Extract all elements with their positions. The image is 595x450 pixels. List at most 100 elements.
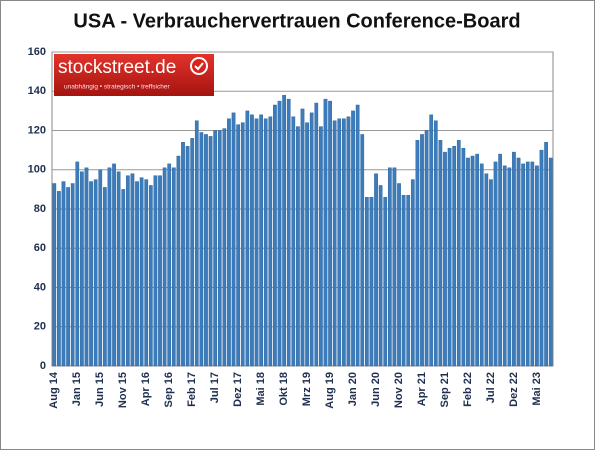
bar — [158, 175, 162, 367]
x-tick-label: Aug 14 — [48, 371, 60, 409]
bar — [493, 161, 498, 367]
bar — [148, 185, 153, 367]
bar — [286, 98, 291, 367]
bar — [277, 100, 282, 367]
bar — [268, 116, 273, 367]
x-tick-label: Jun 20 — [370, 372, 382, 407]
bar — [342, 118, 346, 367]
bar — [185, 145, 190, 367]
x-tick-label: Okt 18 — [278, 372, 290, 406]
bar — [319, 126, 323, 367]
bar — [392, 167, 397, 367]
bar — [530, 161, 535, 367]
y-tick-label: 40 — [34, 281, 46, 293]
bar — [70, 183, 75, 367]
bar — [227, 118, 231, 367]
bar — [217, 130, 222, 367]
bar — [52, 183, 57, 367]
bar — [250, 114, 254, 367]
bar — [135, 181, 139, 367]
bar — [507, 167, 512, 367]
bar — [121, 189, 126, 367]
bar — [512, 151, 516, 367]
bar — [130, 173, 135, 367]
bar — [433, 120, 438, 367]
bar — [415, 140, 420, 367]
y-tick-label: 140 — [28, 85, 46, 97]
x-tick-label: Nov 15 — [117, 372, 129, 408]
logo-icon — [192, 59, 206, 73]
bar — [406, 195, 411, 367]
bar — [305, 122, 309, 367]
logo-name: stockstreet.de — [58, 57, 176, 78]
bar — [544, 142, 548, 367]
bar — [548, 157, 553, 367]
bar — [479, 163, 484, 367]
bar — [125, 175, 130, 367]
bar — [498, 153, 502, 367]
bar — [314, 102, 319, 367]
bar — [300, 108, 305, 367]
bar — [369, 197, 374, 367]
bar — [259, 114, 263, 367]
bar — [153, 175, 158, 367]
bar — [378, 185, 383, 367]
x-tick-label: Jul 22 — [485, 372, 497, 403]
bar — [194, 120, 199, 367]
bar — [429, 114, 434, 367]
x-tick-label: Sep 16 — [163, 372, 175, 407]
bar — [489, 179, 493, 367]
x-tick-label: Feb 22 — [462, 372, 474, 407]
x-tick-label: Nov 20 — [393, 372, 405, 408]
bar — [103, 187, 107, 367]
bar — [296, 126, 300, 367]
bar — [374, 173, 378, 367]
bar — [57, 191, 61, 367]
x-tick-label: Feb 17 — [186, 372, 198, 407]
x-tick-label: Jan 15 — [71, 372, 83, 406]
x-tick-label: Apr 16 — [140, 372, 152, 406]
bar — [323, 98, 328, 367]
bar — [456, 140, 461, 367]
bar — [438, 140, 443, 367]
bar — [291, 116, 296, 367]
logo: stockstreet.de unabhängig • strategisch … — [54, 54, 214, 96]
y-tick-label: 100 — [28, 164, 46, 176]
bar — [89, 181, 93, 367]
bar — [337, 118, 342, 367]
bar — [254, 118, 259, 367]
bar — [236, 124, 241, 367]
bar — [199, 132, 204, 367]
bar — [521, 163, 525, 367]
y-tick-label: 60 — [34, 242, 46, 254]
y-tick-label: 0 — [40, 360, 46, 372]
y-tick-label: 120 — [28, 124, 46, 136]
bar — [171, 167, 176, 367]
bar — [351, 110, 355, 367]
bar — [332, 120, 337, 367]
logo-tagline: unabhängig • strategisch • treffsicher — [64, 84, 170, 91]
x-tick-label: Aug 19 — [324, 372, 336, 409]
bar — [222, 128, 227, 367]
bar — [139, 177, 144, 367]
bar — [162, 167, 167, 367]
bar — [190, 138, 195, 367]
x-tick-label: Mai 23 — [531, 372, 543, 406]
bar — [245, 110, 250, 367]
bar — [383, 197, 388, 367]
bar — [176, 155, 181, 367]
bar — [144, 179, 149, 367]
bar — [181, 142, 185, 367]
bar — [116, 171, 121, 367]
x-tick-label: Mrz 19 — [301, 372, 313, 406]
bar — [475, 153, 480, 367]
bar — [360, 134, 365, 367]
bar — [525, 161, 530, 367]
x-tick-label: Apr 21 — [416, 372, 428, 406]
bar — [420, 134, 424, 367]
bar — [98, 169, 103, 367]
bar — [112, 163, 116, 367]
bar — [167, 163, 172, 367]
bar — [364, 197, 369, 367]
